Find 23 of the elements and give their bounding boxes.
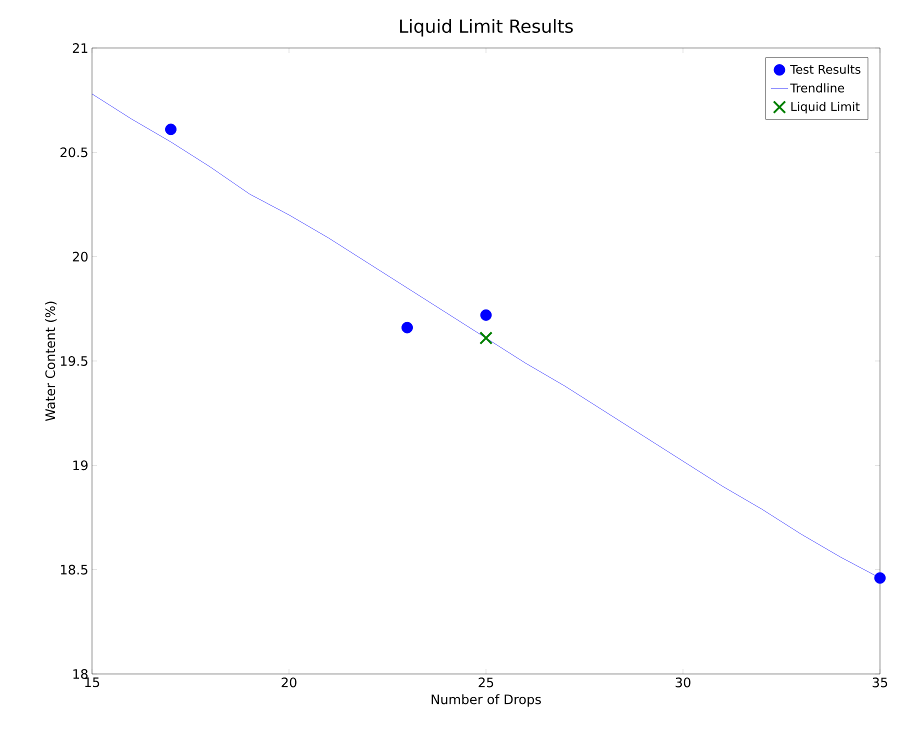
x-tick-label: 30: [676, 678, 690, 688]
legend-label: Trendline: [790, 83, 844, 92]
x-tick-label: 20: [282, 678, 296, 688]
point: [401, 322, 413, 334]
y-axis-title: Water Content (%): [45, 302, 57, 421]
point: [479, 331, 493, 345]
x-tick-label: 25: [478, 678, 494, 688]
point: [165, 124, 177, 136]
point: [480, 309, 492, 321]
point: [874, 572, 886, 584]
y-tick-label: 20.5: [60, 147, 88, 158]
y-tick-label: 21: [72, 43, 88, 53]
y-tick-label: 19: [73, 460, 88, 470]
legend-label: Test Results: [790, 64, 860, 74]
y-tick-label: 18: [73, 669, 88, 679]
x-tick-label: 35: [872, 678, 888, 688]
x-tick-label: 15: [85, 678, 100, 688]
chart-title: Liquid Limit Results: [400, 19, 573, 36]
y-tick-label: 18.5: [60, 564, 88, 575]
y-tick-label: 20: [72, 252, 88, 262]
legend-label: Liquid Limit: [791, 102, 860, 114]
y-tick-label: 19.5: [60, 356, 88, 366]
x-axis-title: Number of Drops: [432, 694, 541, 707]
